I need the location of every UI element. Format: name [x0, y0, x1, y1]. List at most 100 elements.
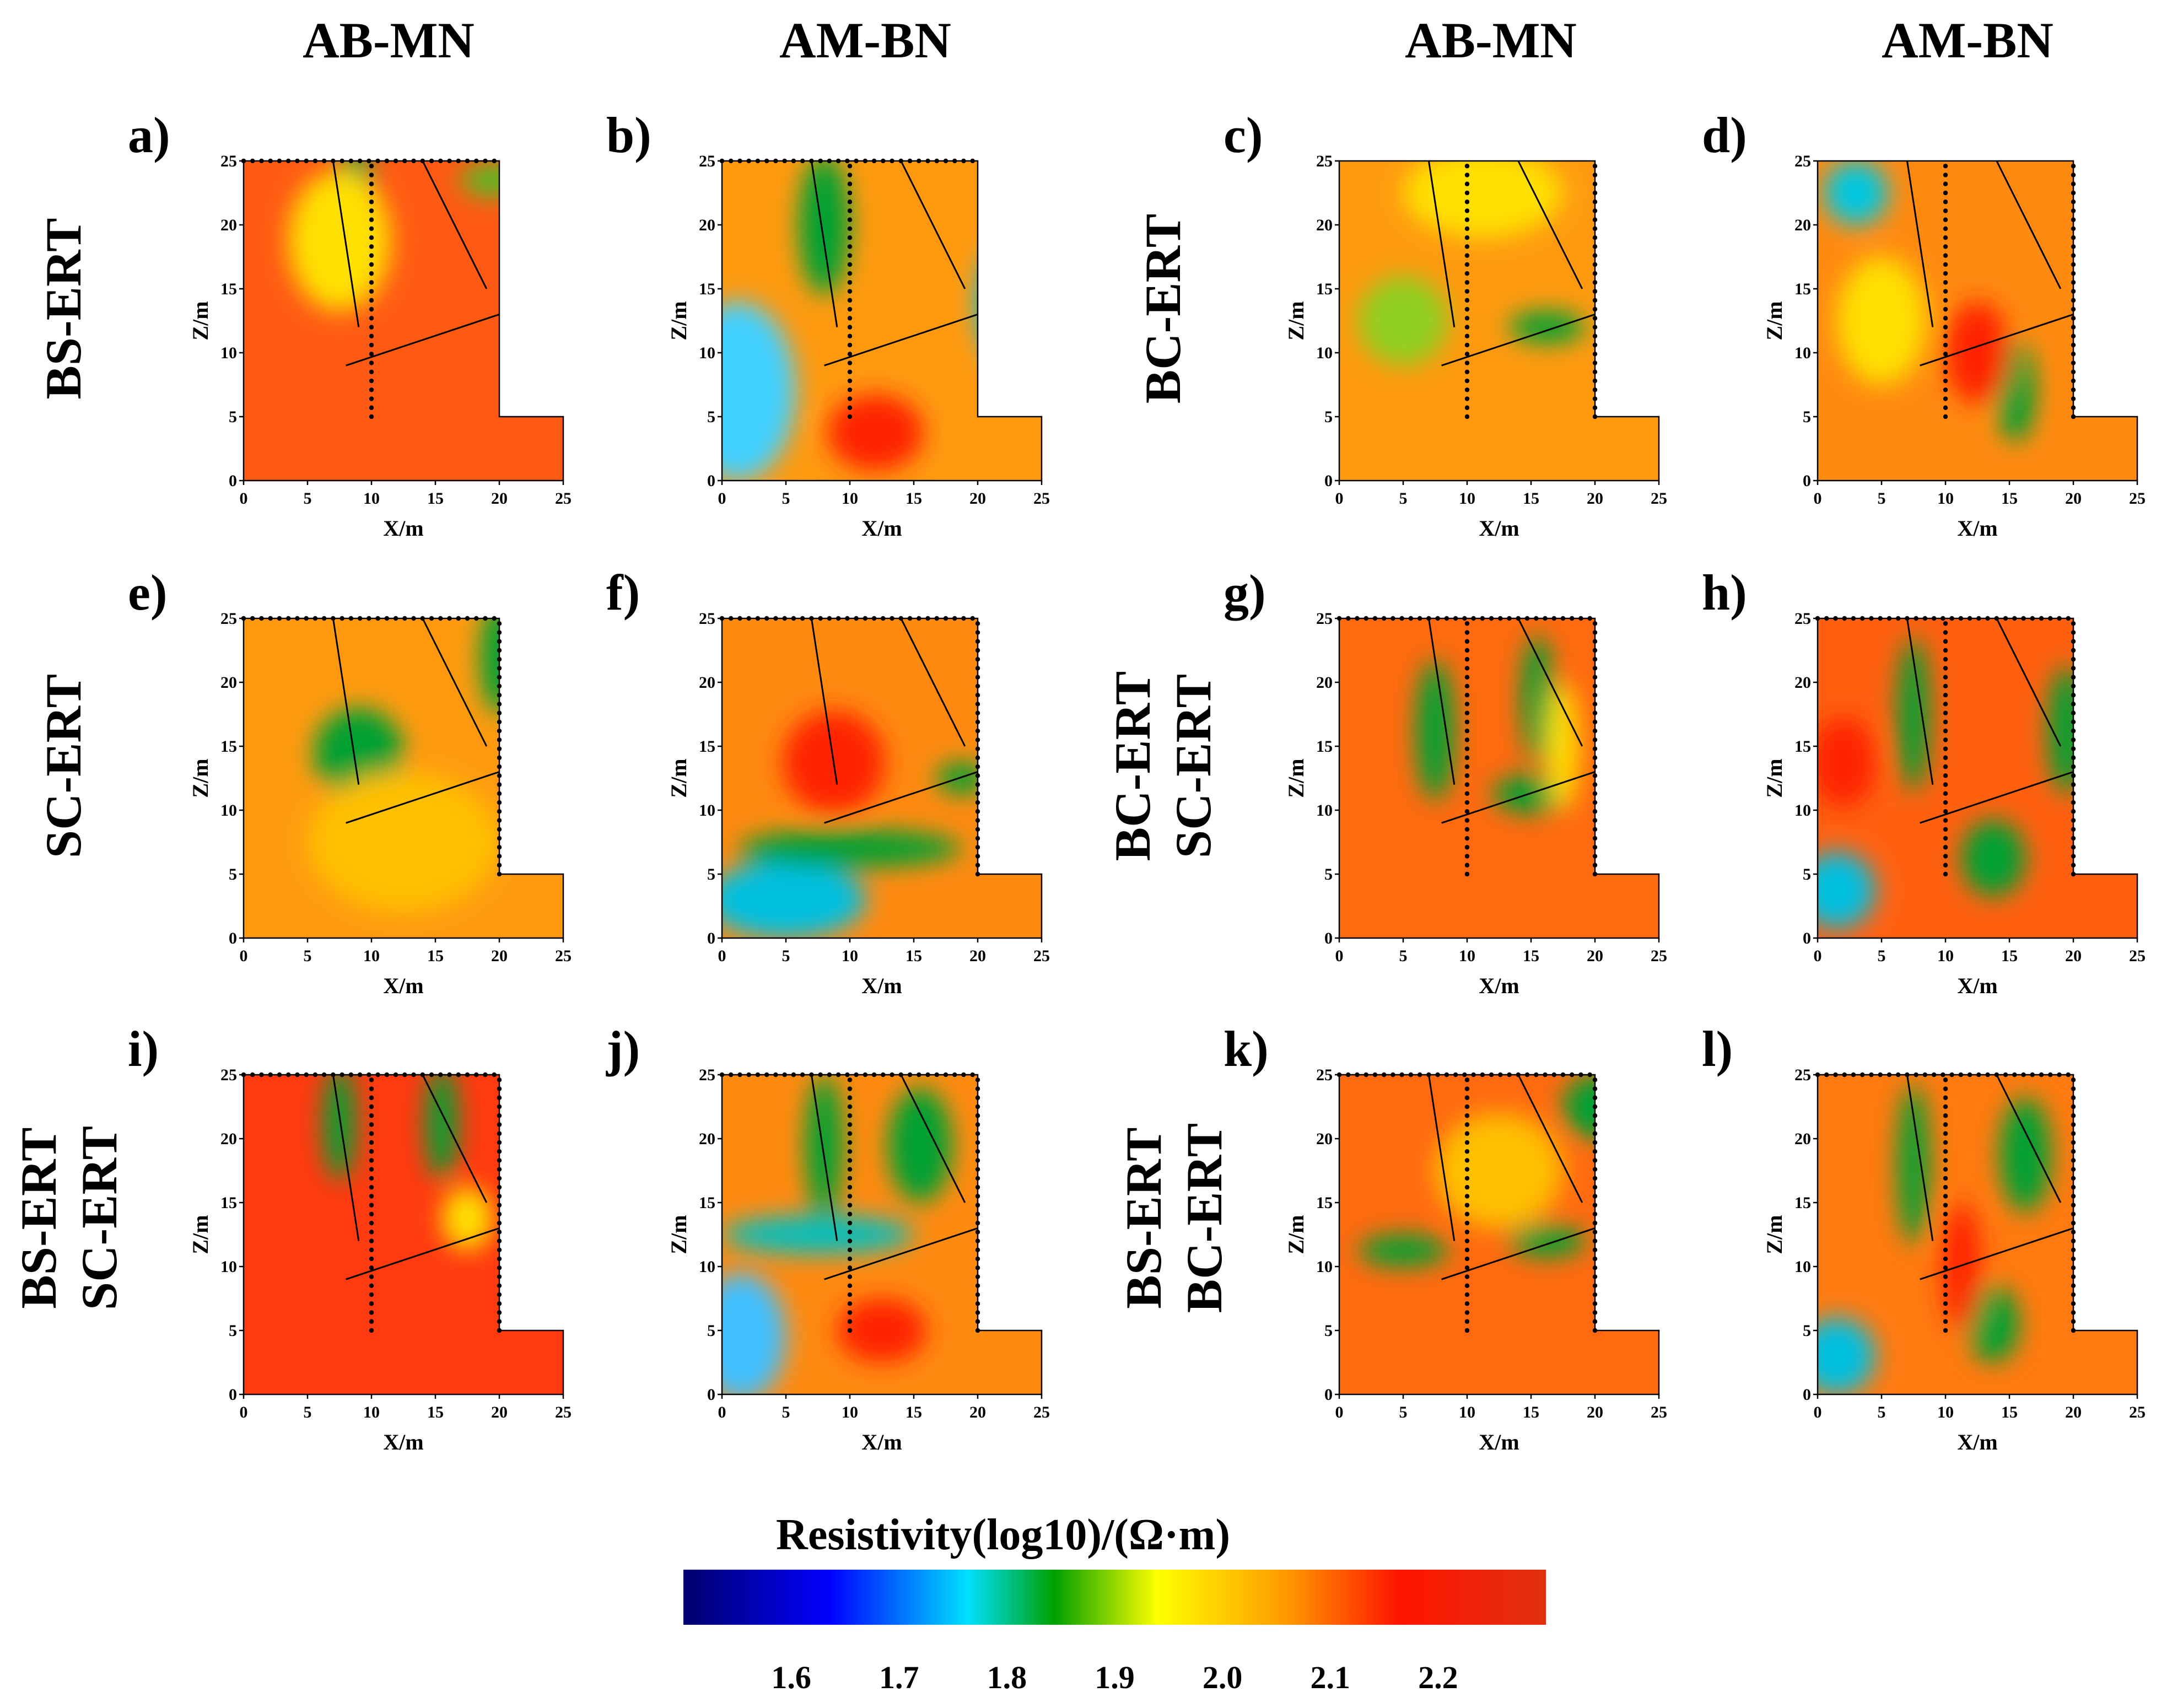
- electrode-dot: [1363, 1072, 1368, 1077]
- electrode-dot: [369, 1292, 374, 1297]
- electrode-dot: [847, 1283, 853, 1288]
- y-axis-label: Z/m: [1762, 1215, 1787, 1254]
- column-header-ab-mn: AB-MN: [1405, 12, 1577, 68]
- x-tick-label: 0: [1335, 1403, 1344, 1421]
- panel-plot: 0 5 10 15 20 25 0 5 10 15 20 25 X/m Z/m: [666, 610, 1050, 998]
- electrode-dot: [975, 1283, 980, 1288]
- fracture-line: [332, 160, 360, 327]
- electrode-dot: [1592, 289, 1598, 294]
- electrode-dot: [1943, 1230, 1948, 1235]
- electrode-dot: [1560, 1072, 1566, 1077]
- y-tick-label: 5: [229, 1322, 237, 1340]
- electrode-dot: [847, 306, 853, 312]
- panel-letter: a): [128, 107, 170, 163]
- electrode-dot: [497, 1086, 502, 1091]
- electrode-dot: [1592, 1238, 1598, 1243]
- electrode-dot: [975, 1256, 980, 1262]
- electrode-dot: [1592, 1292, 1598, 1297]
- electrode-dot: [369, 235, 374, 240]
- x-tick-label: 10: [1937, 1403, 1954, 1421]
- electrode-dot: [2071, 1077, 2076, 1082]
- electrode-dot: [429, 616, 434, 621]
- electrode-dot: [1464, 1256, 1470, 1262]
- electrode-dot: [259, 158, 264, 164]
- electrode-dot: [2071, 360, 2076, 365]
- electrode-dot: [497, 791, 502, 796]
- electrode-dot: [1592, 728, 1598, 734]
- electrode-dot: [369, 280, 374, 285]
- electrode-dot: [729, 1072, 734, 1077]
- resistivity-field: [244, 618, 563, 938]
- electrode-dot: [369, 1194, 374, 1199]
- anomaly-blob: [1547, 682, 1579, 810]
- electrode-dot: [1464, 728, 1470, 734]
- electrode-dot: [737, 158, 742, 164]
- electrode-dot: [737, 1072, 742, 1077]
- electrode-dot: [2071, 719, 2076, 725]
- electrode-dot: [1943, 369, 1948, 374]
- electrode-dot: [420, 158, 425, 164]
- electrode-dot: [1943, 639, 1948, 644]
- x-tick-label: 5: [304, 1403, 312, 1421]
- anomaly-blob: [288, 170, 391, 311]
- electrode-dot: [847, 352, 853, 357]
- y-tick-label: 10: [699, 1258, 715, 1276]
- electrode-dot: [369, 369, 374, 374]
- electrode-dot: [497, 746, 502, 751]
- electrode-dot: [369, 181, 374, 186]
- electrode-dot: [847, 181, 853, 186]
- electrode-dot: [1464, 666, 1470, 671]
- electrode-dot: [411, 616, 416, 621]
- electrode-dot: [1464, 657, 1470, 662]
- electrode-dot: [847, 1230, 853, 1235]
- electrode-dot: [1435, 1072, 1440, 1077]
- electrode-dot: [1943, 352, 1948, 357]
- electrode-dot: [1534, 616, 1539, 621]
- fracture-line: [332, 1074, 360, 1241]
- electrode-dot: [907, 1072, 913, 1077]
- electrode-dot: [1507, 1072, 1512, 1077]
- electrode-dot: [369, 253, 374, 258]
- anomaly-blob: [1999, 1097, 2051, 1213]
- electrode-dot: [1464, 208, 1470, 213]
- electrode-dot: [1464, 871, 1470, 877]
- electrode-dot: [2071, 728, 2076, 734]
- electrode-dot: [1480, 1072, 1485, 1077]
- electrode-dot: [369, 1086, 374, 1091]
- electrode-dot: [1592, 648, 1598, 653]
- electrode-dot: [1592, 1086, 1598, 1091]
- electrode-dot: [836, 158, 841, 164]
- electrode-dot: [2071, 378, 2076, 384]
- electrode-dot: [497, 630, 502, 635]
- electrode-dot: [497, 836, 502, 841]
- fracture-line: [422, 618, 488, 747]
- electrode-dot: [2071, 639, 2076, 644]
- x-tick-label: 0: [1814, 489, 1822, 508]
- electrode-dot: [827, 1072, 832, 1077]
- electrode-dot: [975, 1301, 980, 1306]
- electrode-dot: [1408, 616, 1414, 621]
- electrode-dot: [497, 1319, 502, 1324]
- electrode-dot: [755, 616, 761, 621]
- anomaly-blob: [1416, 660, 1454, 801]
- electrode-dot: [854, 1072, 859, 1077]
- electrode-dot: [369, 333, 374, 339]
- electrode-dot: [917, 158, 921, 164]
- electrode-dot: [1464, 396, 1470, 401]
- electrode-dot: [1943, 280, 1948, 285]
- electrode-dot: [2071, 208, 2076, 213]
- electrode-dot: [1464, 333, 1470, 339]
- electrode-dot: [369, 1104, 374, 1109]
- y-axis-label: Z/m: [188, 758, 213, 798]
- electrode-dot: [1592, 316, 1598, 321]
- row-label-line: SC-ERT: [1165, 673, 1221, 859]
- fracture-line: [1441, 313, 1596, 367]
- electrode-dot: [1592, 226, 1598, 231]
- electrode-dot: [1592, 253, 1598, 258]
- electrode-dot: [827, 158, 832, 164]
- electrode-dot: [1943, 1167, 1948, 1172]
- electrode-dot: [1592, 755, 1598, 761]
- electrode-dot: [497, 782, 502, 787]
- electrode-dot: [369, 352, 374, 357]
- electrode-dot: [1592, 244, 1598, 249]
